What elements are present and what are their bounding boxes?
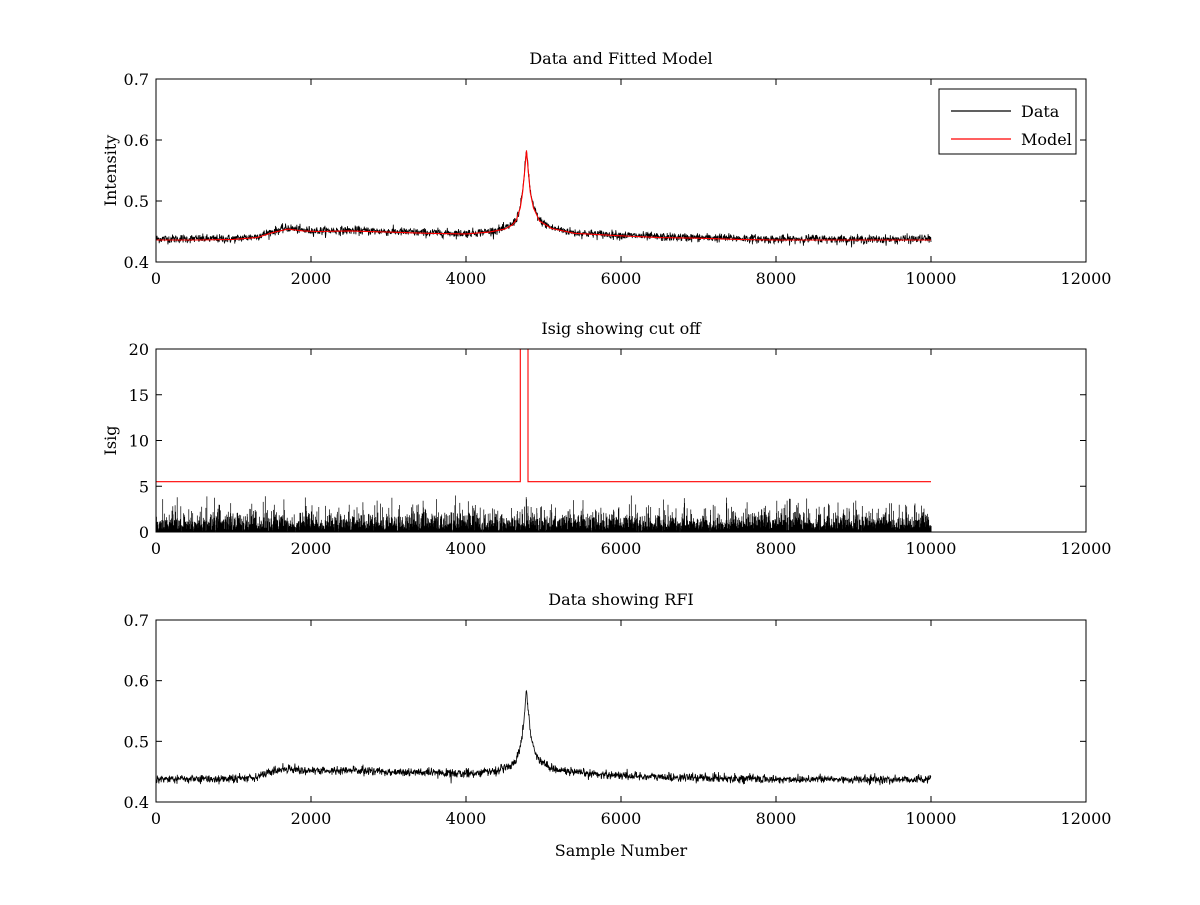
- y-tick-label: 0.5: [124, 192, 149, 211]
- x-tick-label: 12000: [1061, 809, 1112, 828]
- legend-label-data: Data: [1021, 102, 1060, 121]
- y-tick-label: 10: [129, 432, 149, 451]
- y-tick-label: 0.5: [124, 732, 149, 751]
- series-data: [156, 150, 932, 248]
- x-tick-label: 8000: [756, 539, 797, 558]
- x-tick-label: 6000: [601, 809, 642, 828]
- x-tick-label: 10000: [906, 269, 957, 288]
- series-isig: [156, 495, 932, 532]
- x-tick-label: 0: [151, 809, 161, 828]
- series-data: [156, 689, 932, 786]
- x-tick-label: 4000: [446, 809, 487, 828]
- x-tick-label: 4000: [446, 539, 487, 558]
- legend-box: [938, 88, 1077, 155]
- y-tick-label: 5: [139, 477, 149, 496]
- y-axis-label: Isig: [101, 426, 120, 456]
- x-tick-label: 2000: [291, 539, 332, 558]
- x-tick-label: 0: [151, 539, 161, 558]
- x-tick-label: 6000: [601, 269, 642, 288]
- y-axis-label: Intensity: [101, 135, 120, 207]
- subplot-3: 0 2000 4000 6000 8000 10000 12000 0.4 0.5 0.6 0.7 D…: [124, 590, 1112, 860]
- legend-label-model: Model: [1021, 130, 1072, 149]
- x-axis-label: Sample Number: [555, 841, 688, 860]
- series-model: [156, 150, 931, 241]
- x-tick-label: 12000: [1061, 539, 1112, 558]
- x-tick-label: 6000: [601, 539, 642, 558]
- x-tick-label: 12000: [1061, 269, 1112, 288]
- series-group: [156, 689, 932, 786]
- y-tick-label: 0.4: [124, 253, 149, 272]
- x-tick-label: 10000: [906, 539, 957, 558]
- y-tick-label: 0.6: [124, 672, 149, 691]
- subplot-1: 0 2000 4000 6000 8000 10000 12000 0.4 0.5 0.6 0.7 D…: [101, 49, 1111, 288]
- plot-title: Data showing RFI: [548, 590, 693, 609]
- legend: Data Model: [938, 88, 1077, 155]
- subplot-2: 0 2000 4000 6000 8000 10000 12000 0 5 10 15 20 Isig …: [101, 319, 1111, 558]
- y-tick-label: 0.7: [124, 611, 149, 630]
- x-tick-label: 4000: [446, 269, 487, 288]
- axes-frame: [155, 348, 1087, 533]
- series-group: [156, 349, 932, 532]
- series-group: [156, 150, 932, 248]
- x-tick-label: 8000: [756, 809, 797, 828]
- plot-title: Isig showing cut off: [541, 319, 702, 338]
- x-tick-label: 2000: [291, 269, 332, 288]
- y-tick-label: 0.7: [124, 70, 149, 89]
- y-tick-label: 20: [129, 340, 149, 359]
- plot-title: Data and Fitted Model: [529, 49, 712, 68]
- y-tick-label: 0.4: [124, 793, 149, 812]
- x-tick-label: 8000: [756, 269, 797, 288]
- x-tick-label: 0: [151, 269, 161, 288]
- x-tick-label: 2000: [291, 809, 332, 828]
- y-tick-label: 0.6: [124, 131, 149, 150]
- y-tick-label: 15: [129, 386, 149, 405]
- series-cut-off: [156, 349, 931, 483]
- x-tick-label: 10000: [906, 809, 957, 828]
- y-tick-label: 0: [139, 523, 149, 542]
